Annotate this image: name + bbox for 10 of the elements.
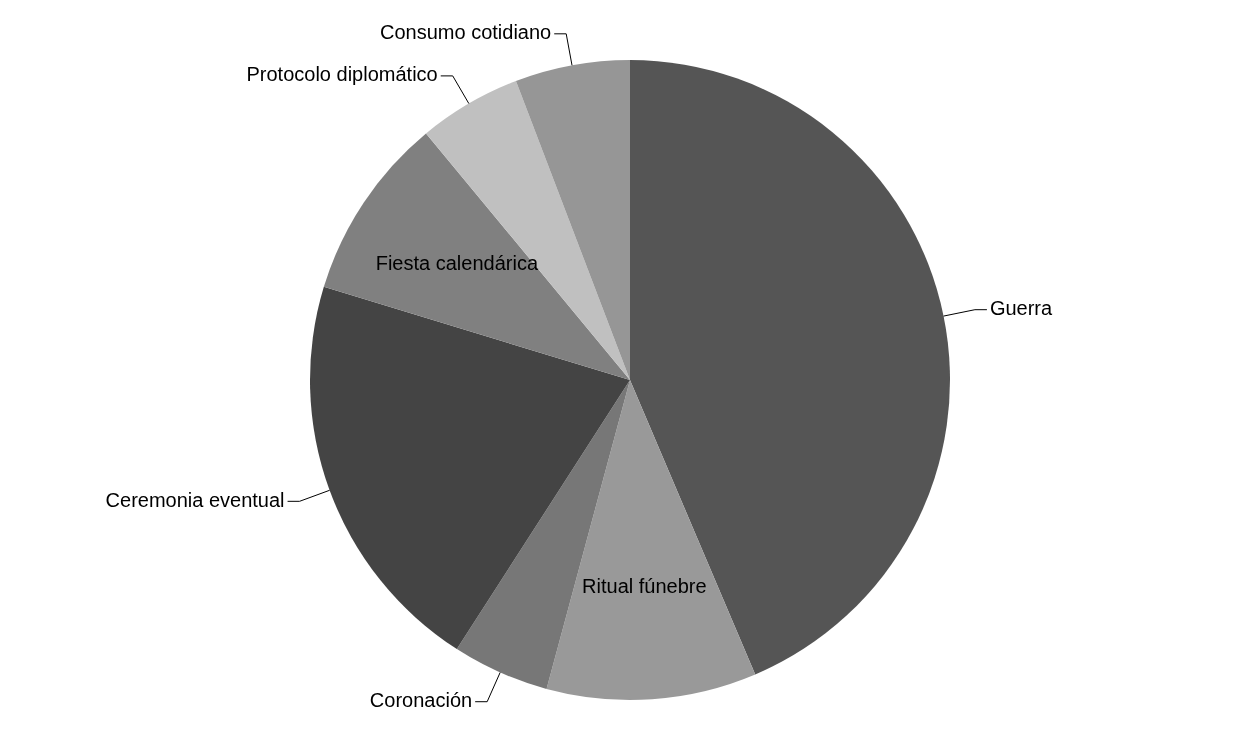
slice-label: Guerra	[989, 296, 1054, 319]
slice-label: Ceremonia eventual	[105, 488, 285, 511]
slice-label: Fiesta calendárica	[375, 251, 539, 274]
slice-label: Ritual fúnebre	[582, 574, 707, 597]
pie-slice	[630, 60, 950, 675]
pie-slice	[546, 380, 756, 700]
slice-label: Protocolo diplomático	[246, 63, 438, 86]
pie-slice	[310, 286, 630, 650]
slice-label: Consumo cotidiano	[380, 21, 552, 44]
slice-label: Coronación	[369, 689, 473, 711]
